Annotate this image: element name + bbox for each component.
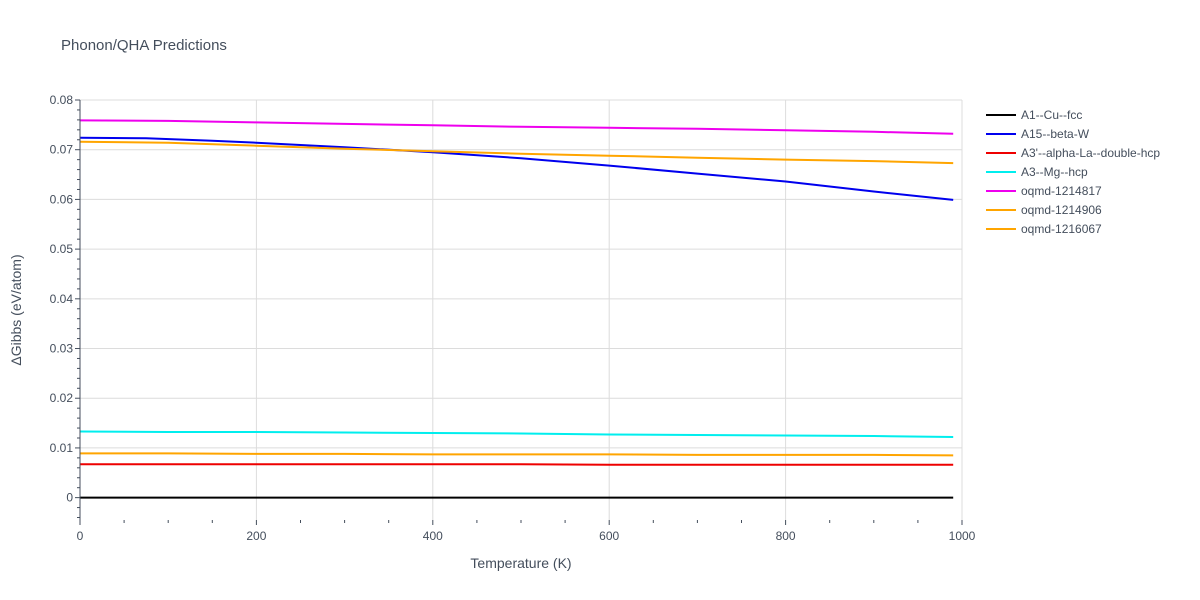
legend-label: oqmd-1214906 [1021,203,1102,217]
legend-item[interactable]: A15--beta-W [986,127,1090,141]
series-line-6 [80,452,954,457]
legend-label: A15--beta-W [1021,127,1090,141]
legend-label: A1--Cu--fcc [1021,108,1082,122]
y-tick-label: 0 [66,491,73,505]
y-tick-label: 0.07 [50,143,74,157]
x-tick-label: 400 [423,529,443,543]
series-line-4 [79,119,954,135]
legend-label: A3'--alpha-La--double-hcp [1021,146,1160,160]
legend[interactable]: A1--Cu--fcc A15--beta-W A3'--alpha-La--dou… [986,108,1160,236]
x-tick-label: 200 [246,529,266,543]
legend-label: oqmd-1214817 [1021,184,1102,198]
legend-item[interactable]: A1--Cu--fcc [986,108,1082,122]
series-line-1 [79,136,954,201]
series-line-3 [79,430,954,438]
series-line-5 [79,140,954,165]
axes: 0 200 400 600 800 1000 0 0.01 0.02 0.03 0.04 0.05 0.… [50,93,976,543]
y-tick-label: 0.01 [50,441,74,455]
y-axis-label: ΔGibbs (eV/atom) [8,254,24,365]
y-tick-label: 0.04 [50,292,74,306]
legend-item[interactable]: oqmd-1214906 [986,203,1102,217]
legend-label: A3--Mg--hcp [1021,165,1088,179]
y-tick-label: 0.08 [50,93,74,107]
series-lines [79,119,954,499]
legend-label: oqmd-1216067 [1021,222,1102,236]
series-line-2 [80,463,954,466]
x-tick-label: 1000 [949,529,976,543]
x-tick-label: 800 [776,529,796,543]
legend-item[interactable]: A3'--alpha-La--double-hcp [986,146,1160,160]
legend-item[interactable]: A3--Mg--hcp [986,165,1088,179]
y-tick-label: 0.06 [50,192,74,206]
y-tick-label: 0.03 [50,342,74,356]
gridlines [80,99,963,520]
y-tick-label: 0.02 [50,391,74,405]
x-tick-label: 600 [599,529,619,543]
legend-item[interactable]: oqmd-1216067 [986,222,1102,236]
x-tick-label: 0 [77,529,84,543]
y-tick-label: 0.05 [50,242,74,256]
legend-item[interactable]: oqmd-1214817 [986,184,1102,198]
x-axis-label: Temperature (K) [470,555,571,571]
chart-title: Phonon/QHA Predictions [61,37,227,54]
